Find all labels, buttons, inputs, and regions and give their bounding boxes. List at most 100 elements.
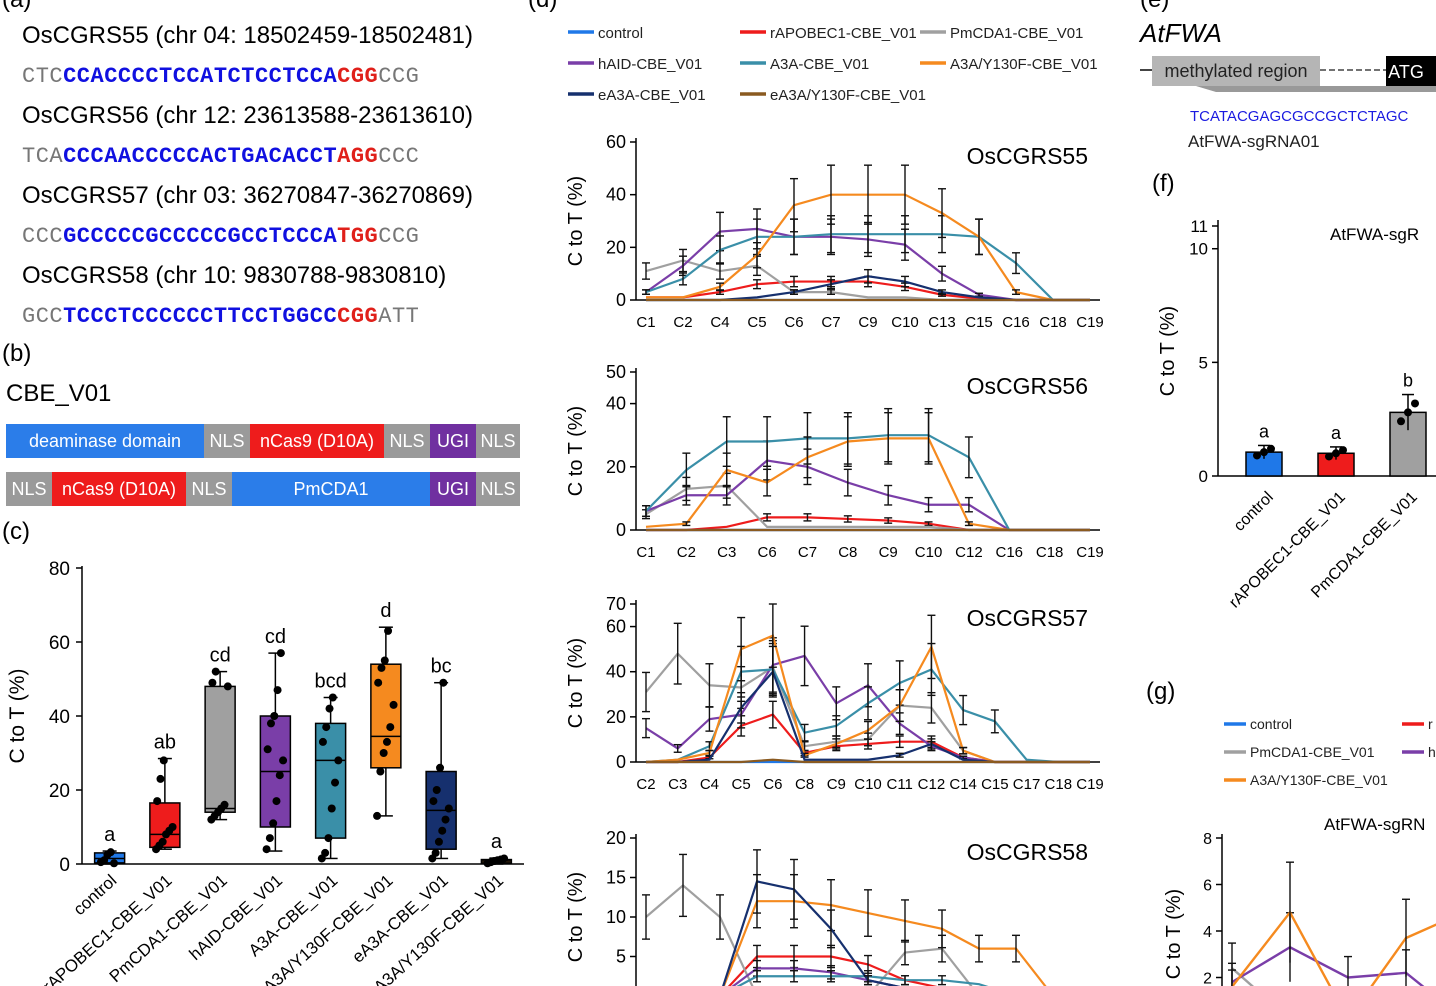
series-A3A/Y130F-CBE_V01 [645,412,1090,532]
sequence-line: CTCCCACCCCTCCATCTCCTCCACGGCCG [22,64,419,89]
data-point [265,834,274,843]
cbe-segment: NLS [204,424,250,458]
series-A3A/Y130F-CBE_V01 [646,164,1090,302]
x-tick-label: C3 [717,544,736,561]
y-tick-label: 20 [49,781,70,802]
data-point [325,704,334,713]
series-A3A-CBE_V01 [642,407,1090,532]
x-tick-label: C5 [747,314,766,331]
series-PmCDA1-CBE_V01 [642,472,1090,532]
legend-entry: PmCDA1-CBE_V01 [1224,744,1375,760]
y-tick-label: 5 [1199,353,1208,372]
data-point [272,797,281,806]
y-axis-label: C to T (%) [1157,306,1179,396]
y-tick-label: 0 [1199,467,1208,486]
data-point [273,686,282,695]
x-tick-label: C7 [821,314,840,331]
y-tick-label: 0 [59,855,70,876]
legend-label: PmCDA1-CBE_V01 [1250,744,1375,760]
y-tick-label: 0 [616,752,626,772]
chart-g-line: control r PmCDA1-CBE_V01 h A3A/Y130F-CBE_V01… [1163,716,1436,986]
sequence-title: OsCGRS57 (chr 03: 36270847-36270869) [22,182,473,209]
legend-entry: h [1402,744,1436,760]
legend-label: PmCDA1-CBE_V01 [950,25,1083,42]
data-point [376,767,385,776]
x-tick-label: C13 [928,314,956,331]
x-tick-label: C3 [668,776,687,793]
significance-letter: ab [154,732,176,754]
data-point [386,723,395,732]
series-hAID-CBE_V01 [1228,912,1425,986]
series-line [646,516,1090,532]
afwa-gene-diagram: methylated region ATG [1140,56,1436,92]
data-point [153,797,162,806]
protospacer: TCCCTCCCCCCTTCCTGGCC [63,304,338,329]
y-tick-label: 0 [616,520,626,540]
data-point [269,819,278,828]
flank-right: CCG [378,64,420,89]
cbe-construct-row-2: NLS nCas9 (D10A) NLS PmCDA1 UGI NLS [6,472,520,506]
y-tick-label: 6 [1203,878,1212,895]
data-point [263,745,272,754]
sequence-line: GCCTCCCTCCCCCCTTCCTGGCCCGGATT [22,304,419,329]
legend-entry: A3A/Y130F-CBE_V01 [920,56,1098,73]
x-tick-label: C10 [854,776,882,793]
cbe-construct-row-1: deaminase domain NLS nCas9 (D10A) NLS UGI NLS [6,424,520,458]
cbe-segment: NLS [476,472,520,506]
data-point [439,678,448,687]
y-tick-label: 80 [49,559,70,580]
legend-entry: control [1224,716,1292,732]
series-line [1231,910,1436,986]
data-point [211,667,220,676]
significance-letter: a [1331,423,1342,443]
x-tick-label: C9 [858,314,877,331]
x-tick-label: C6 [763,776,782,793]
legend-label: control [1250,716,1292,732]
afwa-atg-label: ATG [1388,62,1424,82]
legend-entry: rAPOBEC1-CBE_V01 [740,25,917,42]
data-point [377,663,386,672]
data-point [384,626,393,635]
y-tick-label: 60 [606,132,626,152]
data-point [429,797,438,806]
data-point [159,756,168,765]
x-tick-label: C14 [949,776,977,793]
legend-entry: A3A-CBE_V01 [740,56,869,73]
significance-letter: a [104,824,116,846]
data-point [266,719,275,728]
y-tick-label: 20 [606,457,626,477]
cbe-segment: NLS [186,472,232,506]
data-point [441,815,450,824]
data-point [322,723,331,732]
legend-label: rAPOBEC1-CBE_V01 [770,25,917,42]
series-line [646,758,1090,764]
y-tick-label: 0 [616,290,626,310]
pam: AGG [337,144,379,169]
data-point [374,678,383,687]
x-tick-label: C18 [1036,544,1064,561]
chart-d4-oscgrs58: 05101520C to T (%)OsCGRS58 [565,828,1088,986]
flank-right: CCG [378,224,420,249]
data-point [318,737,327,746]
x-tick-label: C12 [955,544,983,561]
x-tick-label: C12 [918,776,946,793]
x-tick-label: rAPOBEC1-CBE_V01 [1226,489,1349,612]
x-tick-label: C4 [710,314,729,331]
y-tick-label: 40 [49,707,70,728]
bar-control: a control [1231,421,1283,535]
x-tick-label: C19 [1076,544,1104,561]
x-tick-label: C7 [798,544,817,561]
afwa-gene-name: AtFWA [1140,18,1222,48]
y-tick-label: 20 [606,707,626,727]
data-point [262,845,271,854]
series-A3A/Y130F-CBE_V01 [1228,861,1436,986]
significance-letter: b [1403,371,1413,391]
x-tick-label: C8 [838,544,857,561]
flank-right: ATT [378,304,420,329]
data-point [1260,448,1268,457]
x-tick-label: hAID-CBE_V01 [186,871,286,964]
y-tick-label: 50 [606,362,626,382]
significance-letter: a [1259,421,1270,441]
x-tick-label: C18 [1045,776,1073,793]
